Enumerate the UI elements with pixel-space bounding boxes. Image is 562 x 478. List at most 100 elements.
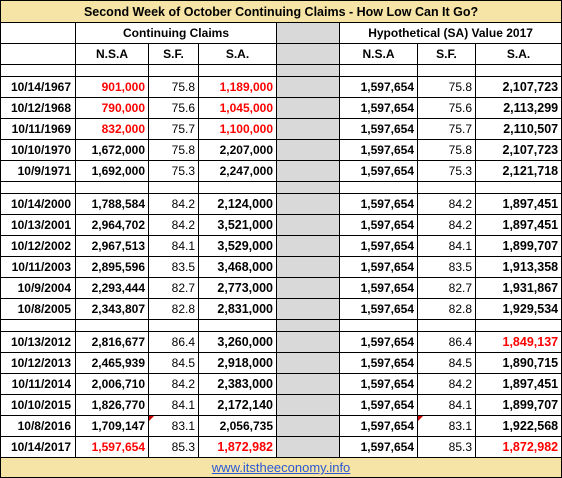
date-cell: 10/8/2005 [0,298,76,320]
hyp-sa-cell: 2,110,507 [474,118,562,140]
hyp-sa-cell: 1,922,568 [474,415,562,437]
date-cell: 10/8/2016 [0,415,76,437]
hyp-sf-cell: 75.6 [417,97,476,119]
sa-cell: 2,207,000 [198,139,277,161]
gap-column-cell [276,256,340,278]
empty-corner-cell [0,43,76,65]
spacer-cell [417,181,476,194]
hyp-sa-cell: 1,897,451 [474,214,562,236]
sa-cell: 2,383,000 [198,373,277,395]
gap-column-cell [276,139,340,161]
table-row: 10/8/2016 1,709,147 83.1 2,056,735 1,597,654… [0,415,562,437]
date-cell: 10/14/2017 [0,436,76,458]
hyp-nsa-cell: 1,597,654 [339,298,418,320]
sa-cell: 2,831,000 [198,298,277,320]
nsa-cell: 2,967,513 [75,235,149,257]
spacer-cell [148,64,199,77]
hyp-nsa-cell: 1,597,654 [339,97,418,119]
nsa-column-header: N.S.A [75,43,149,65]
hyp-sf-cell: 75.8 [417,139,476,161]
hyp-nsa-cell: 1,597,654 [339,118,418,140]
hyp-sf-cell: 75.7 [417,118,476,140]
hyp-nsa-cell: 1,597,654 [339,277,418,299]
spacer-cell [198,181,277,194]
date-cell: 10/11/2014 [0,373,76,395]
gap-column-cell [276,352,340,374]
spacer-cell [148,319,199,332]
date-cell: 10/10/1970 [0,139,76,161]
table-row: 10/14/1967 901,000 75.8 1,189,000 1,597,654 7… [0,76,562,98]
sa-cell: 2,773,000 [198,277,277,299]
spacer-cell [198,64,277,77]
hyp-sf-cell: 83.1 [417,415,476,437]
date-cell: 10/12/1968 [0,97,76,119]
sa-cell: 2,124,000 [198,193,277,215]
spacer-cell [339,181,418,194]
hyp-sf-cell: 86.4 [417,331,476,353]
hyp-nsa-cell: 1,597,654 [339,373,418,395]
table-row: 10/11/2003 2,895,596 83.5 3,468,000 1,597,65… [0,256,562,278]
hyp-nsa-cell: 1,597,654 [339,139,418,161]
sa-cell: 2,056,735 [198,415,277,437]
sf-cell: 83.5 [148,256,199,278]
hyp-sa-cell: 1,897,451 [474,373,562,395]
hyp-sf-cell: 82.7 [417,277,476,299]
empty-corner-cell [0,22,76,44]
spacer-cell [75,181,149,194]
date-cell: 10/9/2004 [0,277,76,299]
gap-column-cell [276,319,340,332]
hyp-nsa-cell: 1,597,654 [339,193,418,215]
hyp-sf-cell: 84.1 [417,394,476,416]
spacer-cell [339,64,418,77]
sf-cell: 83.1 [148,415,199,437]
sf-cell: 75.8 [148,139,199,161]
group-header-row: Continuing Claims Hypothetical (SA) Valu… [0,22,562,44]
sa-cell: 1,045,000 [198,97,277,119]
nsa-cell: 1,692,000 [75,160,149,182]
table-row: 10/13/2012 2,816,677 86.4 3,260,000 1,597,65… [0,331,562,353]
hyp-nsa-cell: 1,597,654 [339,235,418,257]
hyp-sa-cell: 2,113,299 [474,97,562,119]
hyp-sa-cell: 2,107,723 [474,76,562,98]
nsa-cell: 1,826,770 [75,394,149,416]
gap-column-cell [276,160,340,182]
date-cell: 10/11/2003 [0,256,76,278]
gap-column-cell [276,118,340,140]
table-row: 10/11/1969 832,000 75.7 1,100,000 1,597,654 7… [0,118,562,140]
hyp-sa-cell: 1,899,707 [474,235,562,257]
sa-cell: 2,247,000 [198,160,277,182]
date-cell: 10/14/2000 [0,193,76,215]
hyp-sf-cell: 84.1 [417,235,476,257]
table-row: 10/10/2015 1,826,770 84.1 2,172,140 1,597,65… [0,394,562,416]
nsa-cell: 832,000 [75,118,149,140]
sa-cell: 1,100,000 [198,118,277,140]
sa-cell: 1,189,000 [198,76,277,98]
nsa-cell: 2,293,444 [75,277,149,299]
sf-cell: 84.1 [148,235,199,257]
sa-cell: 3,529,000 [198,235,277,257]
hyp-sa-cell: 1,890,715 [474,352,562,374]
date-cell: 10/9/1971 [0,160,76,182]
website-link[interactable]: www.itstheeconomy.info [211,460,351,475]
sf-cell: 75.8 [148,76,199,98]
hyp-nsa-cell: 1,597,654 [339,331,418,353]
hyp-nsa-cell: 1,597,654 [339,256,418,278]
hyp-nsa-cell: 1,597,654 [339,394,418,416]
table-row: 10/10/1970 1,672,000 75.8 2,207,000 1,597,65… [0,139,562,161]
table-row: 10/9/1971 1,692,000 75.3 2,247,000 1,597,654… [0,160,562,182]
hyp-nsa-cell: 1,597,654 [339,76,418,98]
hyp-sf-cell: 84.2 [417,214,476,236]
hyp-nsa-cell: 1,597,654 [339,160,418,182]
table-row: 10/9/2004 2,293,444 82.7 2,773,000 1,597,654… [0,277,562,299]
date-cell: 10/12/2013 [0,352,76,374]
gap-column-cell [276,214,340,236]
spacer-row [0,64,562,77]
date-cell: 10/11/1969 [0,118,76,140]
gap-column-cell [276,22,340,44]
date-cell: 10/13/2012 [0,331,76,353]
hyp-sf-cell: 82.8 [417,298,476,320]
sa-cell: 2,918,000 [198,352,277,374]
sf-column-header: S.F. [148,43,199,65]
hyp-sa-cell: 1,899,707 [474,394,562,416]
